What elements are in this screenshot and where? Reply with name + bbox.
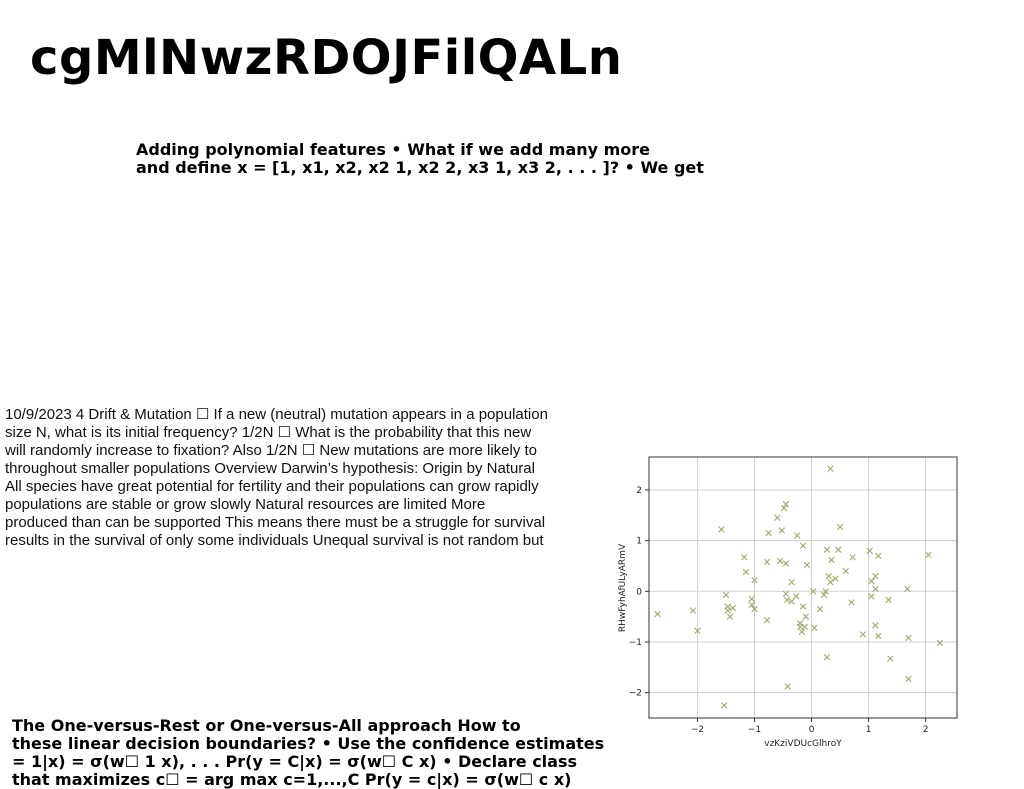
y-tick-label: 1 [636, 537, 642, 547]
data-point [694, 627, 701, 635]
data-point [872, 585, 879, 592]
data-point [742, 568, 750, 576]
data-point [763, 616, 771, 624]
axis-ticks: −2 −1 0 1 2 −2 −1 0 1 2 [629, 486, 929, 735]
data-point [788, 578, 795, 586]
data-point [721, 702, 728, 709]
y-axis-label: RHwFyhAfULyARmV [618, 543, 628, 632]
data-point [784, 683, 791, 690]
data-point [689, 607, 697, 614]
data-point [905, 634, 912, 642]
data-point [849, 554, 856, 561]
data-point [885, 596, 892, 604]
data-point [875, 552, 882, 560]
data-point [827, 578, 834, 586]
data-point [792, 593, 800, 600]
data-point [866, 547, 873, 554]
data-point [748, 601, 755, 609]
y-tick-label: 0 [636, 587, 642, 597]
data-point [868, 593, 875, 600]
data-point [718, 526, 725, 533]
data-point [810, 588, 817, 595]
data-point [842, 567, 849, 575]
data-point [801, 623, 808, 630]
data-point [925, 551, 932, 559]
data-point [835, 546, 842, 553]
data-point [798, 628, 806, 636]
data-point [887, 655, 894, 662]
data-point [794, 532, 801, 539]
data-point [751, 605, 758, 613]
y-tick-label: 2 [636, 486, 642, 496]
data-point [832, 575, 839, 582]
y-tick-label: −1 [629, 638, 642, 648]
polynomial-features-text: Adding polynomial features • What if we … [136, 140, 704, 177]
x-tick-label: 2 [923, 725, 929, 735]
data-point [823, 546, 831, 553]
data-point [778, 527, 786, 534]
drift-mutation-text: 10/9/2023 4 Drift & Mutation ☐ If a new … [5, 406, 548, 549]
data-point [799, 542, 807, 549]
data-point [905, 675, 912, 683]
data-point [803, 561, 811, 569]
data-point [936, 639, 944, 647]
x-tick-label: −2 [691, 725, 704, 735]
data-point [875, 632, 882, 640]
data-point [776, 557, 784, 565]
data-point [748, 595, 755, 603]
data-point [782, 560, 790, 567]
y-tick-label: −2 [629, 689, 642, 699]
data-point [802, 613, 810, 620]
one-vs-rest-text: The One-versus-Rest or One-versus-All ap… [12, 716, 605, 789]
page-title: cgMlNwzRDOJFilQALn [30, 30, 623, 86]
x-tick-label: 1 [866, 725, 872, 735]
data-point [783, 596, 791, 604]
data-point [780, 504, 788, 512]
data-point [774, 514, 781, 522]
x-tick-label: −1 [748, 725, 761, 735]
data-point [751, 576, 758, 584]
x-axis-label: vzKziVDUcGlhroY [764, 739, 842, 749]
data-point [872, 572, 879, 580]
x-tick-label: 0 [809, 725, 815, 735]
data-point [872, 622, 879, 629]
data-point [722, 591, 730, 599]
data-point [816, 605, 824, 613]
scatter-chart: −2 −1 0 1 2 −2 −1 0 1 2 vzKziVDUcGlhroY RHwFyhAfU… [618, 456, 958, 749]
data-point [848, 599, 855, 606]
grid [649, 457, 957, 718]
data-point [726, 613, 734, 620]
data-point [859, 631, 867, 638]
data-point [827, 465, 834, 472]
data-point [820, 591, 828, 599]
data-point [741, 554, 748, 561]
data-point [782, 590, 790, 598]
data-point [825, 572, 832, 580]
data-point [828, 556, 835, 564]
data-point [904, 585, 911, 592]
data-point [788, 598, 795, 605]
data-point [729, 604, 737, 612]
data-point [796, 620, 804, 627]
data-point [724, 603, 731, 610]
data-point [822, 588, 830, 595]
data-point [836, 523, 844, 531]
scatter-points [654, 465, 944, 709]
data-point [811, 624, 818, 631]
data-point [654, 610, 661, 618]
data-point [799, 603, 807, 610]
plot-frame [648, 456, 958, 719]
data-point [765, 529, 772, 537]
data-point [823, 653, 831, 661]
data-point [782, 500, 790, 508]
data-point [868, 577, 875, 585]
data-point [763, 558, 771, 566]
